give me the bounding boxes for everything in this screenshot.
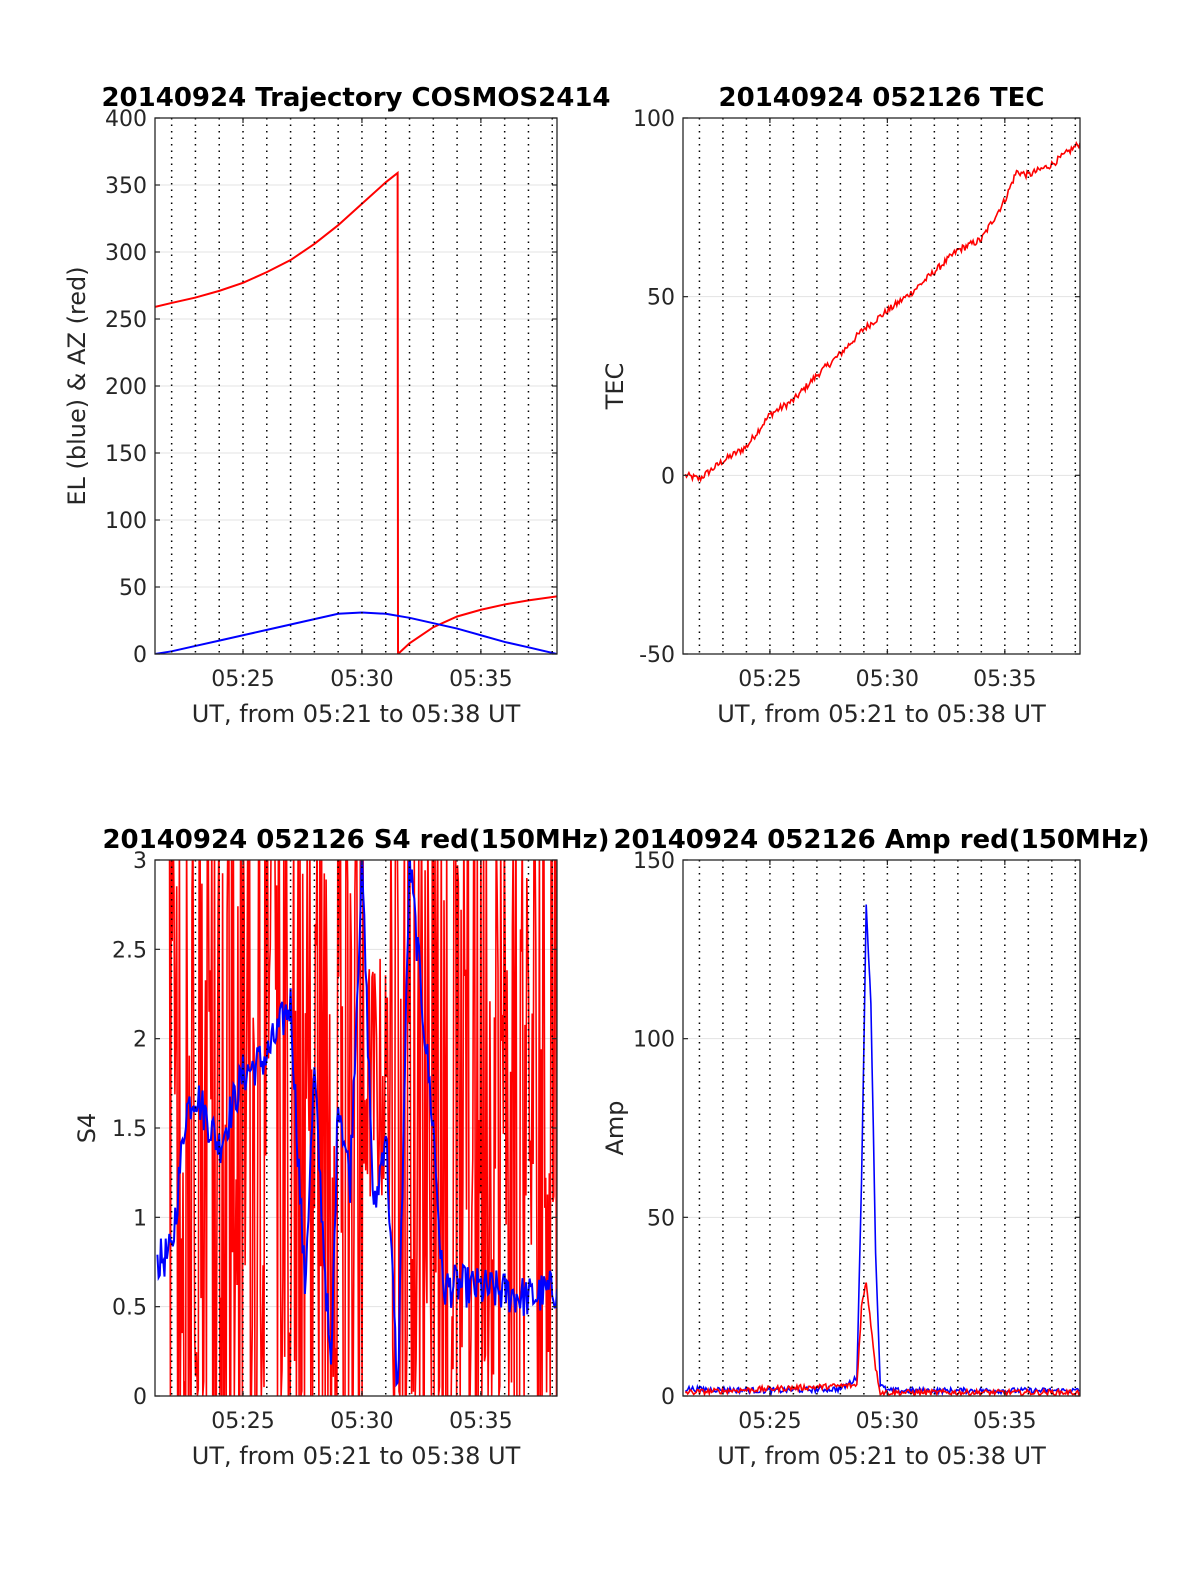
x-tick-label: 05:35: [973, 1409, 1036, 1434]
series-line: [684, 140, 1080, 483]
subplot-4: 0 50 100 150 05:25 05:30 05:35 20140924 052126 …: [601, 825, 1150, 1470]
y-tick-label: 0: [661, 1385, 675, 1410]
x-tick-label: 05:35: [449, 667, 512, 692]
y-tick-label: 200: [105, 375, 147, 400]
x-tick-label: 05:25: [211, 1409, 274, 1434]
data-layer: [684, 904, 1080, 1396]
y-tick-label: 0: [661, 464, 675, 489]
chart-title: 20140924 052126 S4 red(150MHz): [102, 825, 609, 855]
y-axis-label: TEC: [601, 363, 629, 411]
series-line: [684, 1282, 1080, 1396]
chart-title: 20140924 Trajectory COSMOS2414: [101, 83, 610, 113]
y-tick-label: 250: [105, 308, 147, 333]
y-tick-label: 350: [105, 174, 147, 199]
x-tick-label: 05:30: [856, 1409, 919, 1434]
y-tick-label: 300: [105, 241, 147, 266]
y-tick-label: 150: [633, 849, 675, 874]
series-line: [155, 170, 557, 654]
x-axis-label: UT, from 05:21 to 05:38 UT: [717, 700, 1046, 728]
y-tick-label: -50: [639, 643, 675, 668]
x-axis-label: UT, from 05:21 to 05:38 UT: [192, 700, 521, 728]
subplot-3: 0 0.5 1 1.5 2 2.5 3 05:25 05:30 05:35 20140924 052…: [73, 825, 610, 1470]
subplot-1: 0 50 100 150 200 250 300 350 400 05:25 05:30 05:35 2…: [63, 83, 611, 728]
y-tick-label: 2.5: [112, 938, 147, 963]
y-tick-label: 50: [647, 1206, 675, 1231]
y-tick-label: 2: [133, 1028, 147, 1053]
x-tick-label: 05:30: [856, 667, 919, 692]
y-tick-label: 50: [647, 286, 675, 311]
y-tick-label: 0.5: [112, 1296, 147, 1321]
y-tick-label: 1.5: [112, 1117, 147, 1142]
y-tick-label: 0: [133, 1385, 147, 1410]
x-tick-label: 05:35: [449, 1409, 512, 1434]
data-layer: [684, 140, 1080, 483]
data-layer: [155, 170, 557, 654]
plot-area: [683, 860, 1080, 1396]
x-tick-label: 05:25: [211, 667, 274, 692]
x-axis-label: UT, from 05:21 to 05:38 UT: [192, 1442, 521, 1470]
x-tick-label: 05:25: [738, 667, 801, 692]
series-line: [155, 611, 557, 654]
chart-title: 20140924 052126 TEC: [719, 83, 1045, 113]
y-tick-label: 0: [133, 643, 147, 668]
y-tick-label: 1: [133, 1206, 147, 1231]
x-axis-label: UT, from 05:21 to 05:38 UT: [717, 1442, 1046, 1470]
series-line: [685, 904, 1080, 1396]
y-tick-label: 150: [105, 442, 147, 467]
series-line-red: [168, 860, 557, 1396]
y-tick-label: 3: [133, 849, 147, 874]
series-line: [156, 860, 557, 1388]
x-tick-label: 05:30: [330, 667, 393, 692]
axes-frame: [682, 117, 1081, 655]
x-tick-label: 05:25: [738, 1409, 801, 1434]
y-axis-label: EL (blue) & AZ (red): [63, 266, 91, 505]
chart-title: 20140924 052126 Amp red(150MHz): [613, 825, 1149, 855]
y-tick-label: 400: [105, 107, 147, 132]
y-tick-label: 100: [633, 1028, 675, 1053]
axes-frame: [682, 859, 1081, 1397]
y-tick-label: 50: [119, 576, 147, 601]
data-layer: [156, 860, 557, 1396]
x-tick-label: 05:30: [330, 1409, 393, 1434]
y-axis-label: S4: [73, 1113, 101, 1144]
subplot-2: -50 0 50 100 05:25 05:30 05:35 20140924 052126 …: [601, 83, 1081, 728]
y-tick-label: 100: [633, 107, 675, 132]
x-tick-label: 05:35: [973, 667, 1036, 692]
y-tick-label: 100: [105, 509, 147, 534]
y-axis-label: Amp: [601, 1100, 629, 1155]
plot-area: [683, 118, 1080, 654]
